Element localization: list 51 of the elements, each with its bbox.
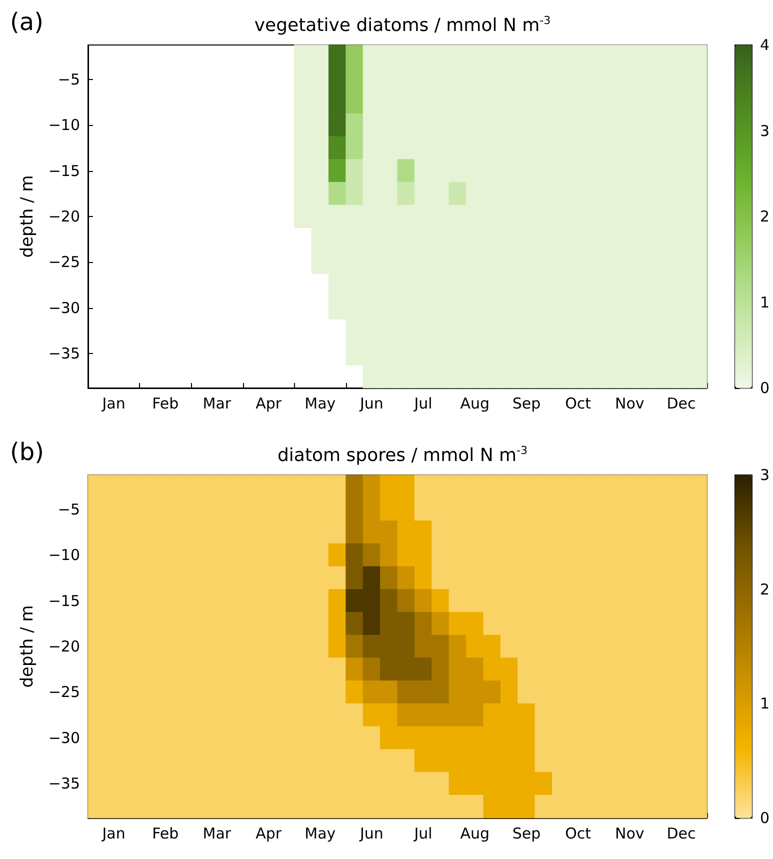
- x-tick-label: Oct: [565, 394, 592, 412]
- color-bar-label: 1: [760, 293, 770, 312]
- x-tick-label: Feb: [152, 394, 179, 412]
- color-bar-label: 3: [760, 122, 770, 140]
- x-tick-label: Dec: [666, 394, 696, 412]
- y-tick-label: −25: [48, 253, 80, 272]
- x-tick-label: Mar: [202, 824, 232, 842]
- text: (a): [10, 8, 44, 36]
- color-bar-label: 1: [760, 694, 770, 713]
- y-tick-label: −30: [48, 298, 80, 317]
- y-tick-label: −5: [58, 500, 80, 518]
- y-tick-label: −5: [58, 70, 80, 88]
- x-tick-label: Jun: [358, 394, 384, 412]
- x-tick-label: Nov: [614, 394, 644, 412]
- x-tick-label: Aug: [460, 824, 490, 842]
- y-tick-label: −35: [48, 344, 80, 363]
- x-tick-label: Feb: [152, 824, 179, 842]
- x-tick-label: May: [304, 394, 336, 412]
- y-tick-label: −35: [48, 774, 80, 793]
- x-tick-label: Jun: [358, 824, 384, 842]
- color-bar-label: 2: [760, 580, 770, 598]
- color-bar-label: 0: [760, 809, 770, 827]
- x-tick-label: Sep: [512, 394, 541, 412]
- color-bar-label: 0: [760, 379, 770, 397]
- y-axis-title: depth / m: [18, 175, 38, 258]
- y-tick-label: −25: [48, 683, 80, 702]
- y-tick-label: −15: [48, 592, 80, 610]
- y-tick-label: −20: [48, 638, 80, 656]
- x-tick-label: Jul: [413, 394, 432, 412]
- x-tick-label: Nov: [614, 824, 644, 842]
- y-tick-label: −30: [48, 728, 80, 747]
- x-tick-label: Apr: [256, 824, 282, 842]
- y-tick-label: −15: [48, 162, 80, 180]
- x-tick-label: Dec: [666, 824, 696, 842]
- x-tick-label: Mar: [202, 394, 232, 412]
- y-tick-label: −10: [48, 546, 80, 564]
- text: (b): [10, 438, 44, 466]
- color-bar-label: 3: [760, 466, 770, 484]
- x-tick-label: Oct: [565, 824, 592, 842]
- color-bar-label: 2: [760, 208, 770, 226]
- y-tick-label: −10: [48, 116, 80, 134]
- x-tick-label: Apr: [256, 394, 282, 412]
- color-bar-label: 4: [760, 36, 770, 54]
- x-tick-label: Jan: [101, 394, 126, 412]
- x-tick-label: May: [304, 824, 336, 842]
- x-tick-label: Jul: [413, 824, 432, 842]
- y-axis-title: depth / m: [18, 605, 38, 688]
- x-tick-label: Jan: [101, 824, 126, 842]
- x-tick-label: Aug: [460, 394, 490, 412]
- x-tick-label: Sep: [512, 824, 541, 842]
- y-tick-label: −20: [48, 208, 80, 226]
